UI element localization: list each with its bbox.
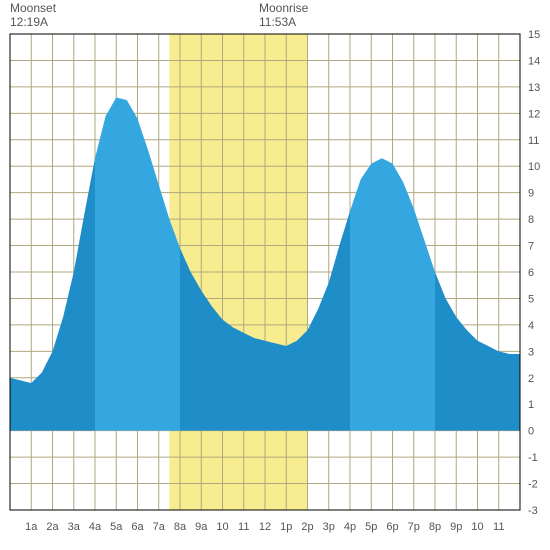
moonset-label-title: Moonset xyxy=(10,1,57,15)
y-tick-label: 10 xyxy=(528,161,540,173)
x-tick-label: 7p xyxy=(408,521,420,533)
y-tick-label: 2 xyxy=(528,373,534,385)
x-tick-label: 10 xyxy=(216,521,228,533)
x-tick-label: 6p xyxy=(386,521,398,533)
y-tick-label: 14 xyxy=(528,55,540,67)
x-tick-label: 3a xyxy=(68,521,81,533)
x-tick-label: 5a xyxy=(110,521,123,533)
x-tick-label: 10 xyxy=(471,521,483,533)
x-tick-label: 12 xyxy=(259,521,271,533)
x-tick-label: 9p xyxy=(450,521,462,533)
x-axis-ticks: 1a 2a 3a 4a 5a 6a 7a 8a 9a 10 11 12 1p 2p 3p 4p 5p 6p 7p 8p… xyxy=(25,521,504,533)
x-tick-label: 8p xyxy=(429,521,441,533)
x-tick-label: 8a xyxy=(174,521,187,533)
x-tick-label: 1p xyxy=(280,521,292,533)
y-tick-label: -1 xyxy=(528,452,538,464)
y-tick-label: 8 xyxy=(528,214,534,226)
x-tick-label: 4p xyxy=(344,521,356,533)
x-tick-label: 4a xyxy=(89,521,102,533)
moonrise-label-time: 11:53A xyxy=(259,15,296,29)
tide-chart: 1a2a3a4a5a6a7a8a9a1011121p2p3p4p5p6p7p8p… xyxy=(0,0,550,550)
y-tick-label: 3 xyxy=(528,346,534,358)
moonrise-label-title: Moonrise xyxy=(259,1,309,15)
y-tick-label: 4 xyxy=(528,320,534,332)
x-tick-label: 3p xyxy=(323,521,335,533)
y-tick-label: 5 xyxy=(528,293,534,305)
y-tick-label: 7 xyxy=(528,241,534,253)
x-tick-label: 2a xyxy=(46,521,59,533)
y-tick-label: -3 xyxy=(528,505,538,517)
x-tick-label: 11 xyxy=(238,521,249,533)
y-tick-label: 9 xyxy=(528,188,534,200)
y-tick-label: 0 xyxy=(528,426,534,438)
x-tick-label: 5p xyxy=(365,521,377,533)
x-tick-label: 11 xyxy=(493,521,504,533)
y-tick-label: 1 xyxy=(528,399,534,411)
x-tick-label: 6a xyxy=(131,521,144,533)
y-tick-label: 6 xyxy=(528,267,534,279)
y-tick-label: 15 xyxy=(528,29,540,41)
moonset-label-time: 12:19A xyxy=(10,15,48,29)
x-tick-label: 2p xyxy=(301,521,313,533)
y-tick-label: 12 xyxy=(528,108,540,120)
y-tick-label: 13 xyxy=(528,82,540,94)
y-tick-label: -2 xyxy=(528,479,538,491)
y-tick-label: 11 xyxy=(528,135,539,147)
x-tick-label: 1a xyxy=(25,521,38,533)
x-tick-label: 7a xyxy=(153,521,166,533)
x-tick-label: 9a xyxy=(195,521,208,533)
